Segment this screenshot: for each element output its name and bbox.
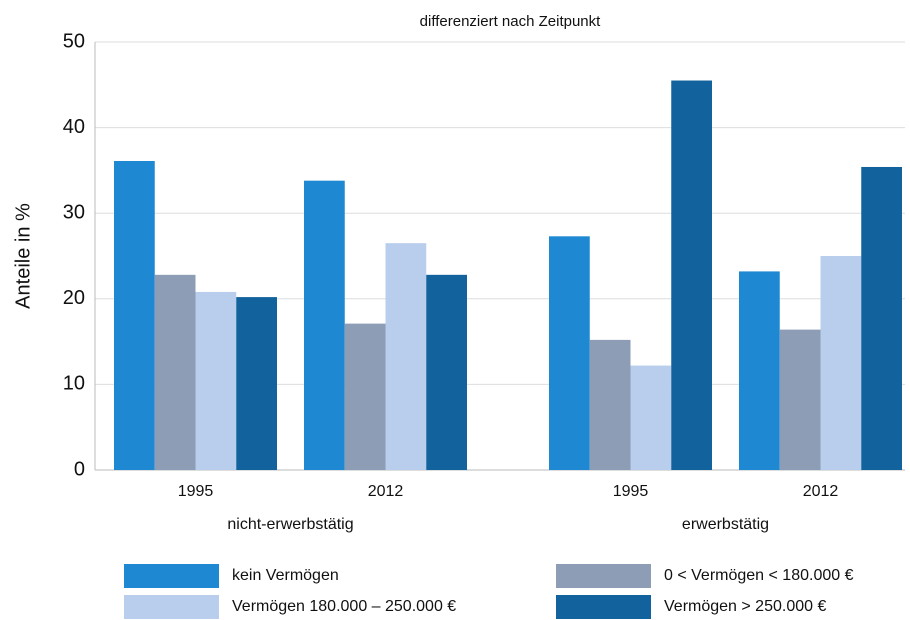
- bar: [861, 166, 902, 470]
- legend-label: kein Vermögen: [232, 567, 339, 584]
- y-tick-label: 50: [63, 30, 85, 52]
- legend-label: Vermögen > 250.000 €: [664, 598, 826, 615]
- legend-swatch: [124, 595, 219, 619]
- bar: [195, 291, 237, 470]
- bar: [630, 365, 672, 470]
- y-tick-label: 20: [63, 287, 85, 309]
- y-axis-label: Anteile in %: [12, 203, 34, 309]
- bar: [739, 271, 780, 470]
- bar: [671, 80, 712, 471]
- bar: [385, 243, 427, 470]
- legend-label: 0 < Vermögen < 180.000 €: [664, 567, 854, 584]
- legend-swatch: [556, 595, 651, 619]
- chart-title: differenziert nach Zeitpunkt: [420, 13, 601, 30]
- group-label: nicht-erwerbstätig: [227, 516, 353, 533]
- bar: [549, 236, 590, 470]
- bar: [304, 180, 345, 470]
- x-tick-label: 1995: [178, 483, 214, 500]
- bar: [344, 323, 386, 470]
- x-tick-label: 2012: [803, 483, 839, 500]
- legend-swatch: [124, 564, 219, 588]
- bar: [589, 339, 631, 470]
- x-tick-label: 2012: [368, 483, 404, 500]
- y-tick-label: 0: [74, 458, 85, 480]
- bar: [154, 274, 196, 470]
- x-tick-label: 1995: [613, 483, 649, 500]
- legend-swatch: [556, 564, 651, 588]
- group-label: erwerbstätig: [682, 516, 769, 533]
- bar: [820, 256, 862, 470]
- y-tick-label: 10: [63, 373, 85, 395]
- bar: [236, 297, 277, 470]
- bar: [114, 160, 155, 470]
- legend-label: Vermögen 180.000 – 250.000 €: [232, 598, 456, 615]
- y-tick-label: 40: [63, 116, 85, 138]
- y-tick-label: 30: [63, 201, 85, 223]
- bar: [426, 274, 467, 470]
- bar: [779, 329, 821, 470]
